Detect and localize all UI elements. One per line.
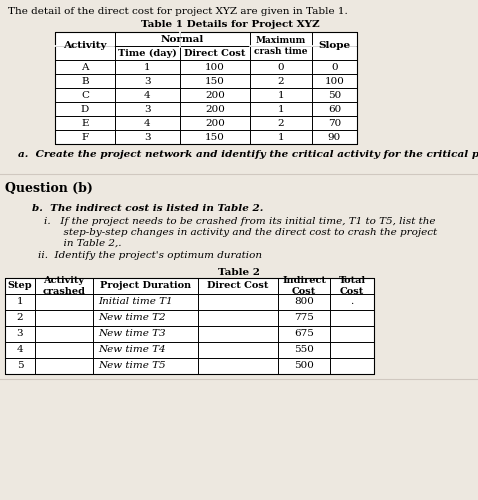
Text: 5: 5 — [17, 362, 23, 370]
Text: A: A — [81, 62, 89, 72]
Text: The detail of the direct cost for project XYZ are given in Table 1.: The detail of the direct cost for projec… — [8, 7, 348, 16]
Text: 4: 4 — [144, 90, 151, 100]
Text: 4: 4 — [144, 118, 151, 128]
Text: 3: 3 — [17, 330, 23, 338]
Text: 200: 200 — [205, 90, 225, 100]
Text: b.  The indirect cost is listed in Table 2.: b. The indirect cost is listed in Table … — [32, 204, 263, 213]
Text: 100: 100 — [205, 62, 225, 72]
Text: 3: 3 — [144, 132, 151, 141]
Text: Step: Step — [8, 282, 33, 290]
Text: D: D — [81, 104, 89, 114]
Text: Table 2: Table 2 — [218, 268, 260, 277]
Text: 100: 100 — [325, 76, 345, 86]
Text: 4: 4 — [17, 346, 23, 354]
Text: Activity
crashed: Activity crashed — [43, 276, 86, 295]
Text: 775: 775 — [294, 314, 314, 322]
Text: in Table 2,.: in Table 2,. — [44, 239, 121, 248]
Text: .: . — [350, 298, 354, 306]
Text: step-by-step changes in activity and the direct cost to crash the project: step-by-step changes in activity and the… — [44, 228, 437, 237]
Bar — [55, 32, 357, 144]
Text: Question (b): Question (b) — [5, 182, 93, 195]
Text: New time T3: New time T3 — [98, 330, 165, 338]
Text: New time T4: New time T4 — [98, 346, 165, 354]
Bar — [5, 278, 374, 374]
Text: 2: 2 — [17, 314, 23, 322]
Text: 50: 50 — [328, 90, 341, 100]
Text: ii.  Identify the project's optimum duration: ii. Identify the project's optimum durat… — [38, 251, 262, 260]
Text: C: C — [81, 90, 89, 100]
Text: 60: 60 — [328, 104, 341, 114]
Text: 3: 3 — [144, 76, 151, 86]
Text: 1: 1 — [144, 62, 151, 72]
Text: i.   If the project needs to be crashed from its initial time, T1 to T5, list th: i. If the project needs to be crashed fr… — [44, 217, 435, 226]
Text: Normal: Normal — [161, 34, 204, 43]
Text: a.  Create the project network and identify the critical activity for the critic: a. Create the project network and identi… — [18, 150, 478, 159]
Text: 150: 150 — [205, 76, 225, 86]
Text: 2: 2 — [278, 76, 284, 86]
Text: Time (day): Time (day) — [118, 48, 177, 58]
Text: New time T5: New time T5 — [98, 362, 165, 370]
Text: 90: 90 — [328, 132, 341, 141]
Text: Table 1 Details for Project XYZ: Table 1 Details for Project XYZ — [141, 20, 319, 29]
Text: 1: 1 — [278, 132, 284, 141]
Text: 800: 800 — [294, 298, 314, 306]
Text: Total
Cost: Total Cost — [338, 276, 366, 295]
Text: E: E — [81, 118, 89, 128]
Text: 1: 1 — [278, 90, 284, 100]
Text: 1: 1 — [278, 104, 284, 114]
Text: 70: 70 — [328, 118, 341, 128]
Text: Project Duration: Project Duration — [100, 282, 191, 290]
Text: Initial time T1: Initial time T1 — [98, 298, 173, 306]
Text: 1: 1 — [17, 298, 23, 306]
Text: 2: 2 — [278, 118, 284, 128]
Text: 675: 675 — [294, 330, 314, 338]
Text: Activity: Activity — [63, 42, 107, 50]
Text: F: F — [81, 132, 88, 141]
Text: Direct Cost: Direct Cost — [185, 48, 246, 58]
Text: 550: 550 — [294, 346, 314, 354]
Text: Direct Cost: Direct Cost — [207, 282, 269, 290]
Text: 150: 150 — [205, 132, 225, 141]
Text: 200: 200 — [205, 118, 225, 128]
Text: 3: 3 — [144, 104, 151, 114]
Text: Slope: Slope — [318, 42, 350, 50]
Text: 0: 0 — [331, 62, 338, 72]
Text: B: B — [81, 76, 89, 86]
Text: 200: 200 — [205, 104, 225, 114]
Text: Maximum
crash time: Maximum crash time — [254, 36, 308, 56]
Text: Indirect
Cost: Indirect Cost — [282, 276, 326, 295]
Text: New time T2: New time T2 — [98, 314, 165, 322]
Text: 500: 500 — [294, 362, 314, 370]
Text: 0: 0 — [278, 62, 284, 72]
